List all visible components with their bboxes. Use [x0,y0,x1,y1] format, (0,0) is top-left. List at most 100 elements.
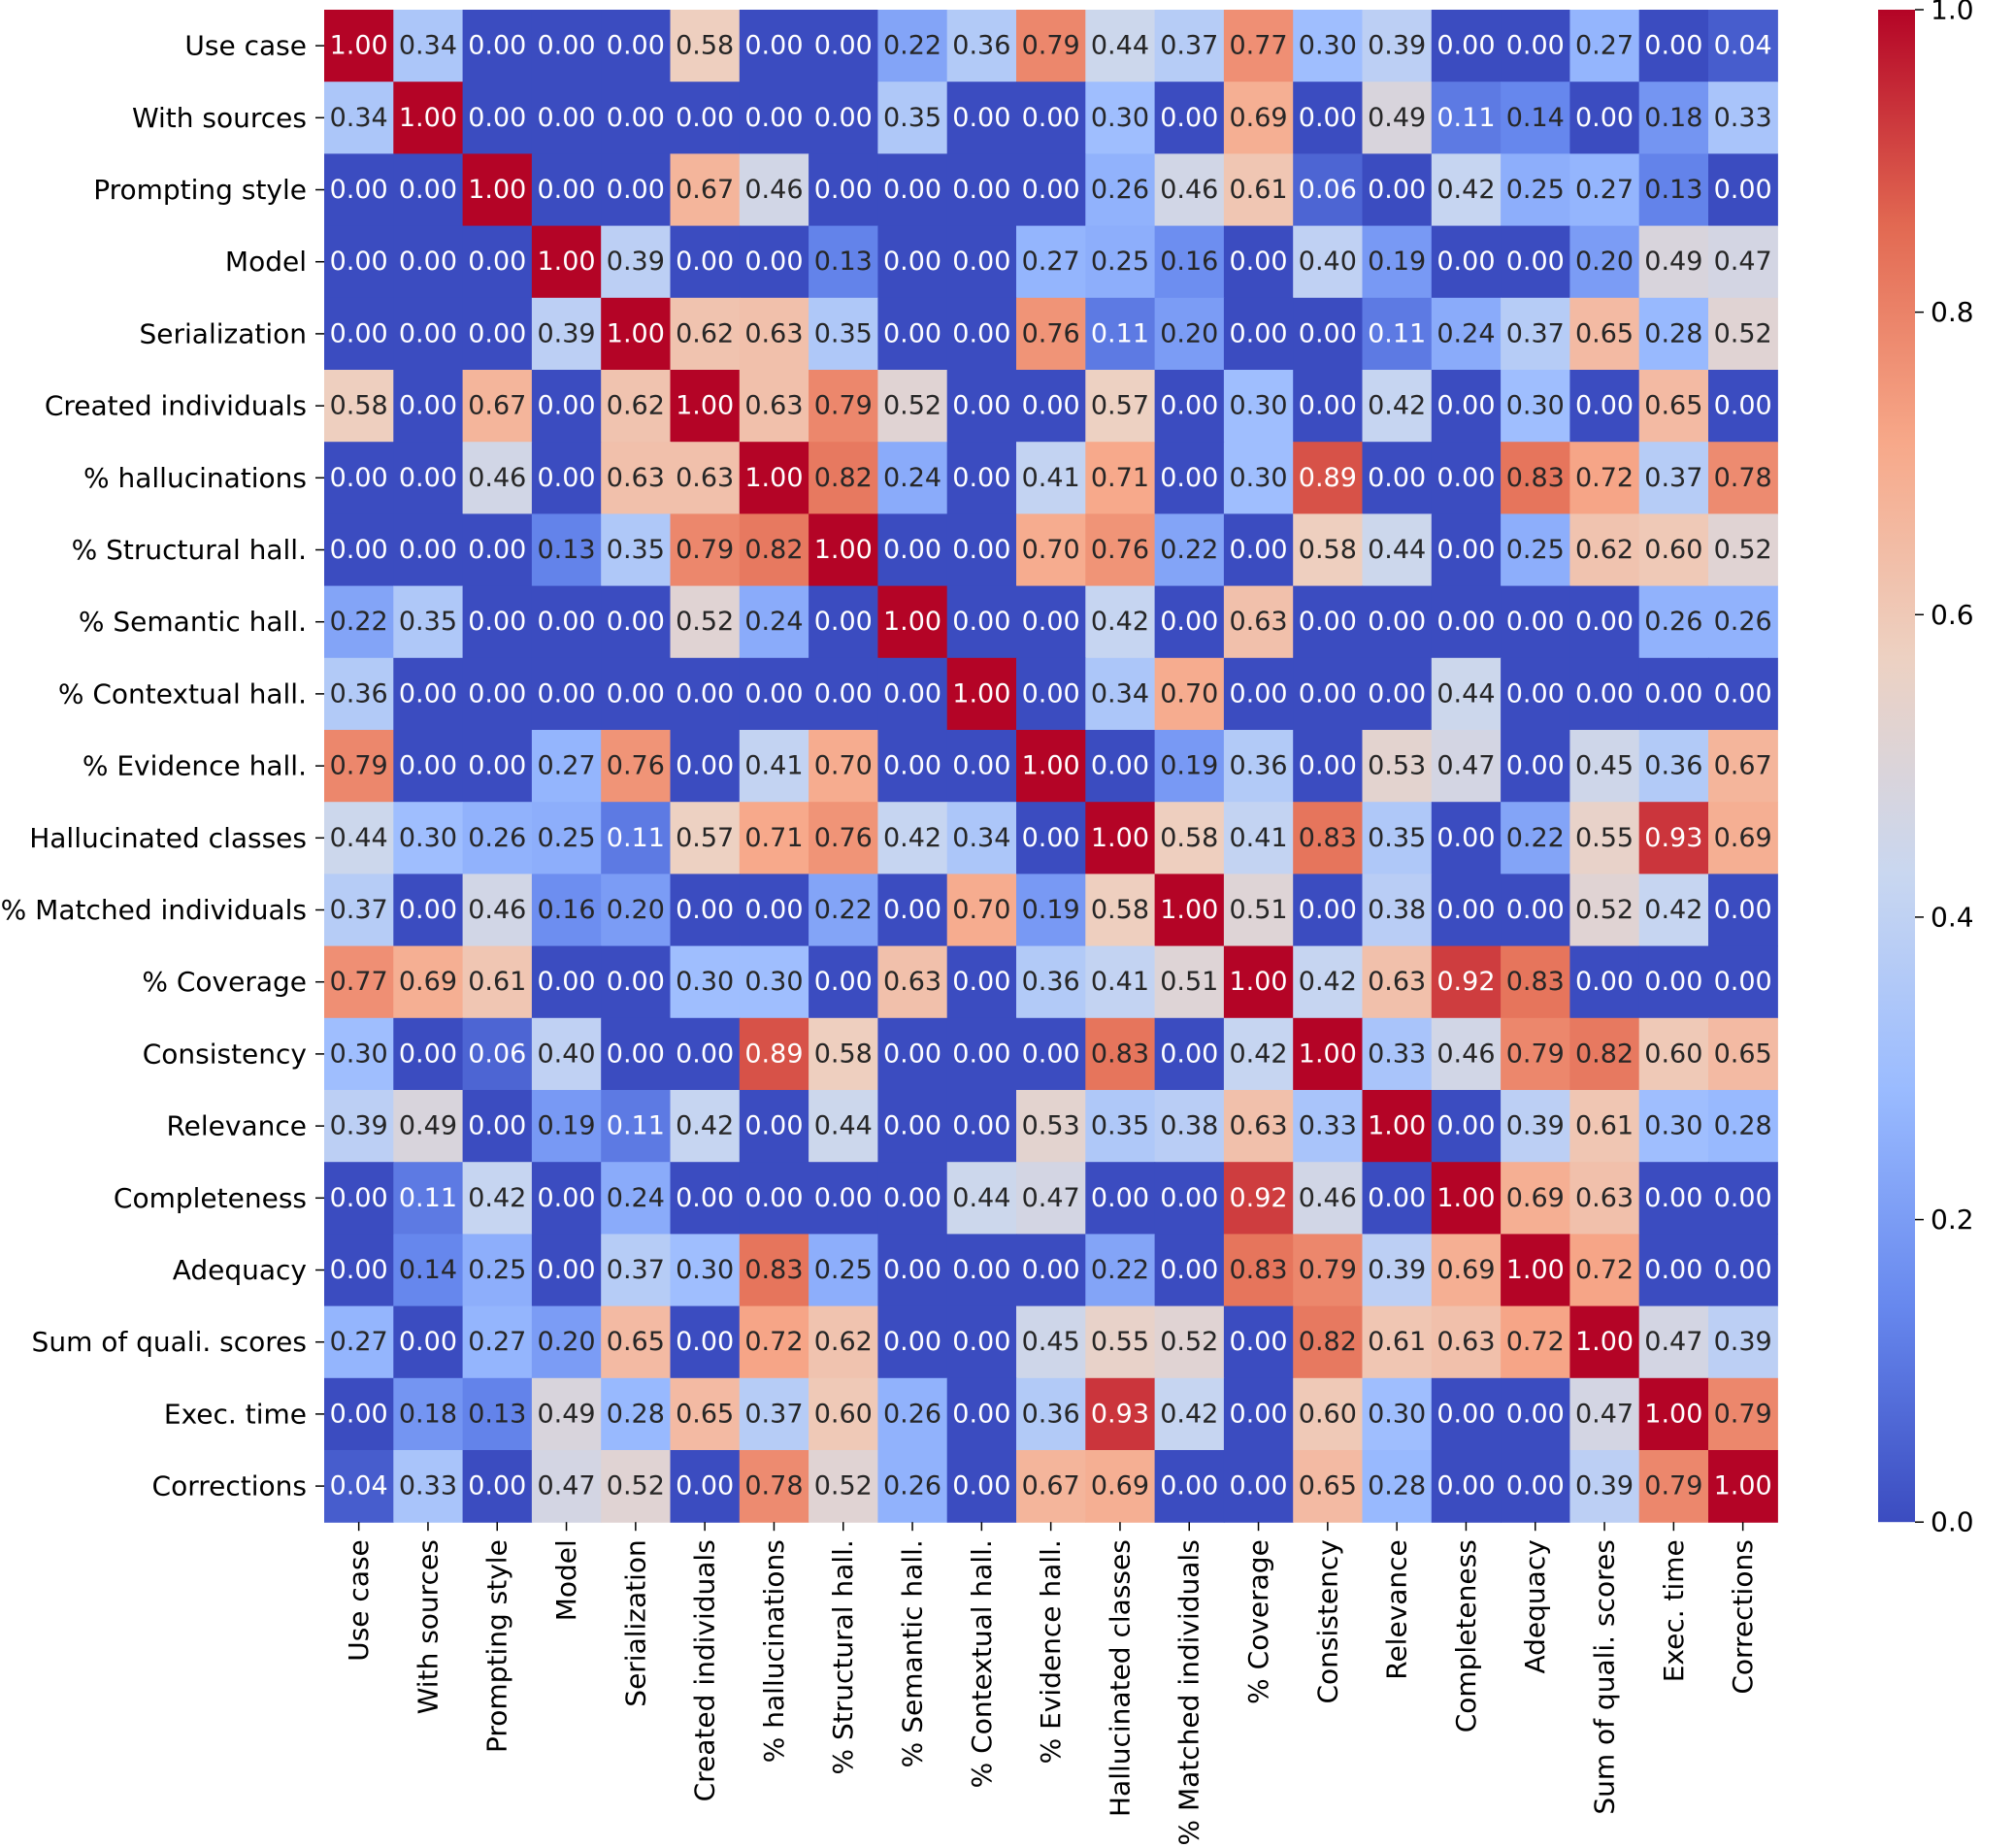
cell-value-label: 0.00 [744,895,803,925]
heatmap-cell [670,1162,741,1235]
cell-value-label: 0.00 [1506,247,1565,277]
cell-value-label: 0.35 [883,103,941,133]
heatmap-cell [809,1450,878,1523]
heatmap-cell [1293,802,1364,874]
cell-value-label: 0.00 [744,1111,803,1141]
cell-value-label: 0.36 [1644,751,1702,781]
heatmap-cell [1293,1017,1364,1091]
cell-value-label: 0.00 [1160,391,1218,421]
cell-value-label: 0.00 [1299,391,1357,421]
cell-value-label: 0.67 [676,175,734,205]
heatmap-cell [1501,1017,1570,1091]
cell-value-label: 0.24 [607,1183,665,1213]
heatmap-cell [809,1305,878,1379]
heatmap-cell [1638,657,1709,731]
heatmap-cell [946,874,1017,947]
heatmap-cell [1362,442,1433,514]
cell-value-label: 0.24 [1436,318,1495,348]
heatmap-cell [1501,1450,1570,1523]
heatmap-cell [1708,585,1778,659]
cell-value-label: 0.82 [1575,1039,1634,1069]
heatmap-cell [946,1234,1017,1307]
cell-value-label: 0.00 [1091,1183,1149,1213]
heatmap-cell [462,1162,533,1235]
heatmap-cell [324,10,394,82]
cell-value-label: 0.00 [1229,1399,1287,1429]
cell-value-label: 0.00 [330,1183,388,1213]
cell-value-label: 0.53 [1022,1111,1080,1141]
heatmap-cell [809,1162,878,1235]
heatmap-cell [1431,1305,1502,1379]
cell-value-label: 0.00 [1436,535,1495,565]
heatmap-cell [462,1450,533,1523]
cell-value-label: 0.63 [1575,1183,1634,1213]
heatmap-cell [1708,225,1778,299]
cell-value-label: 0.00 [330,175,388,205]
heatmap-cell [1154,1090,1225,1163]
heatmap-cell [1154,442,1225,514]
heatmap-cell [1085,513,1156,587]
heatmap-cell [1293,1450,1364,1523]
cell-value-label: 0.11 [399,1183,457,1213]
cell-value-label: 0.55 [1575,823,1634,853]
heatmap-cell [1501,1234,1570,1307]
cell-value-label: 0.00 [399,1039,457,1069]
heatmap-cell [1154,370,1225,443]
cell-value-label: 0.00 [676,1327,734,1357]
heatmap-cell [877,297,948,371]
cell-value-label: 0.49 [399,1111,457,1141]
heatmap-cell [1638,945,1709,1019]
heatmap-cell [809,945,878,1019]
heatmap-cell [1154,1377,1225,1451]
heatmap-cell [739,1305,809,1379]
heatmap-cell [946,442,1017,514]
cell-value-label: 0.44 [1091,31,1149,61]
heatmap-cell [946,802,1017,874]
heatmap-cell [809,1017,878,1091]
heatmap-cell [531,1305,602,1379]
cell-value-label: 0.00 [676,1183,734,1213]
cell-value-label: 0.71 [744,823,803,853]
heatmap-cell [1431,153,1502,227]
cell-value-label: 1.00 [1299,1039,1357,1069]
col-tick-label: Model [550,1539,582,1621]
heatmap-cell [1569,945,1640,1019]
heatmap-cell [670,730,741,803]
heatmap-cell [877,442,948,514]
cell-value-label: 0.36 [952,31,1010,61]
cell-value-label: 0.70 [814,751,873,781]
heatmap-cell [1708,802,1778,874]
cell-value-label: 0.00 [1506,607,1565,637]
cell-value-label: 0.93 [1091,1399,1149,1429]
heatmap-cell [809,802,878,874]
heatmap-cell [1085,802,1156,874]
heatmap-cell [877,513,948,587]
cell-value-label: 0.00 [676,103,734,133]
heatmap-cell [670,442,741,514]
cell-value-label: 0.34 [952,823,1010,853]
heatmap-cell [1638,1377,1709,1451]
col-tick-label: Corrections [1727,1539,1759,1694]
col-tick-label: % hallucinations [758,1539,790,1763]
cell-value-label: 0.39 [607,247,665,277]
cell-value-label: 0.69 [1436,1255,1495,1285]
heatmap-cell [531,1234,602,1307]
heatmap-cell [1431,1017,1502,1091]
cell-value-label: 0.27 [330,1327,388,1357]
cell-value-label: 0.61 [1368,1327,1426,1357]
heatmap-cell [1569,1017,1640,1091]
cell-value-label: 0.00 [607,1039,665,1069]
cell-value-label: 0.00 [537,175,595,205]
cell-value-label: 0.00 [330,535,388,565]
cell-value-label: 0.11 [607,1111,665,1141]
row-tick-label: % hallucinations [83,462,307,494]
heatmap-cell [739,370,809,443]
heatmap-cell [1431,10,1502,82]
cell-value-label: 0.58 [330,391,388,421]
cell-value-label: 0.00 [330,463,388,493]
cell-value-label: 0.37 [1644,463,1702,493]
cell-value-label: 0.00 [399,175,457,205]
cell-value-label: 0.00 [468,318,526,348]
heatmap-cell [1223,370,1294,443]
heatmap-cell [1362,1017,1433,1091]
